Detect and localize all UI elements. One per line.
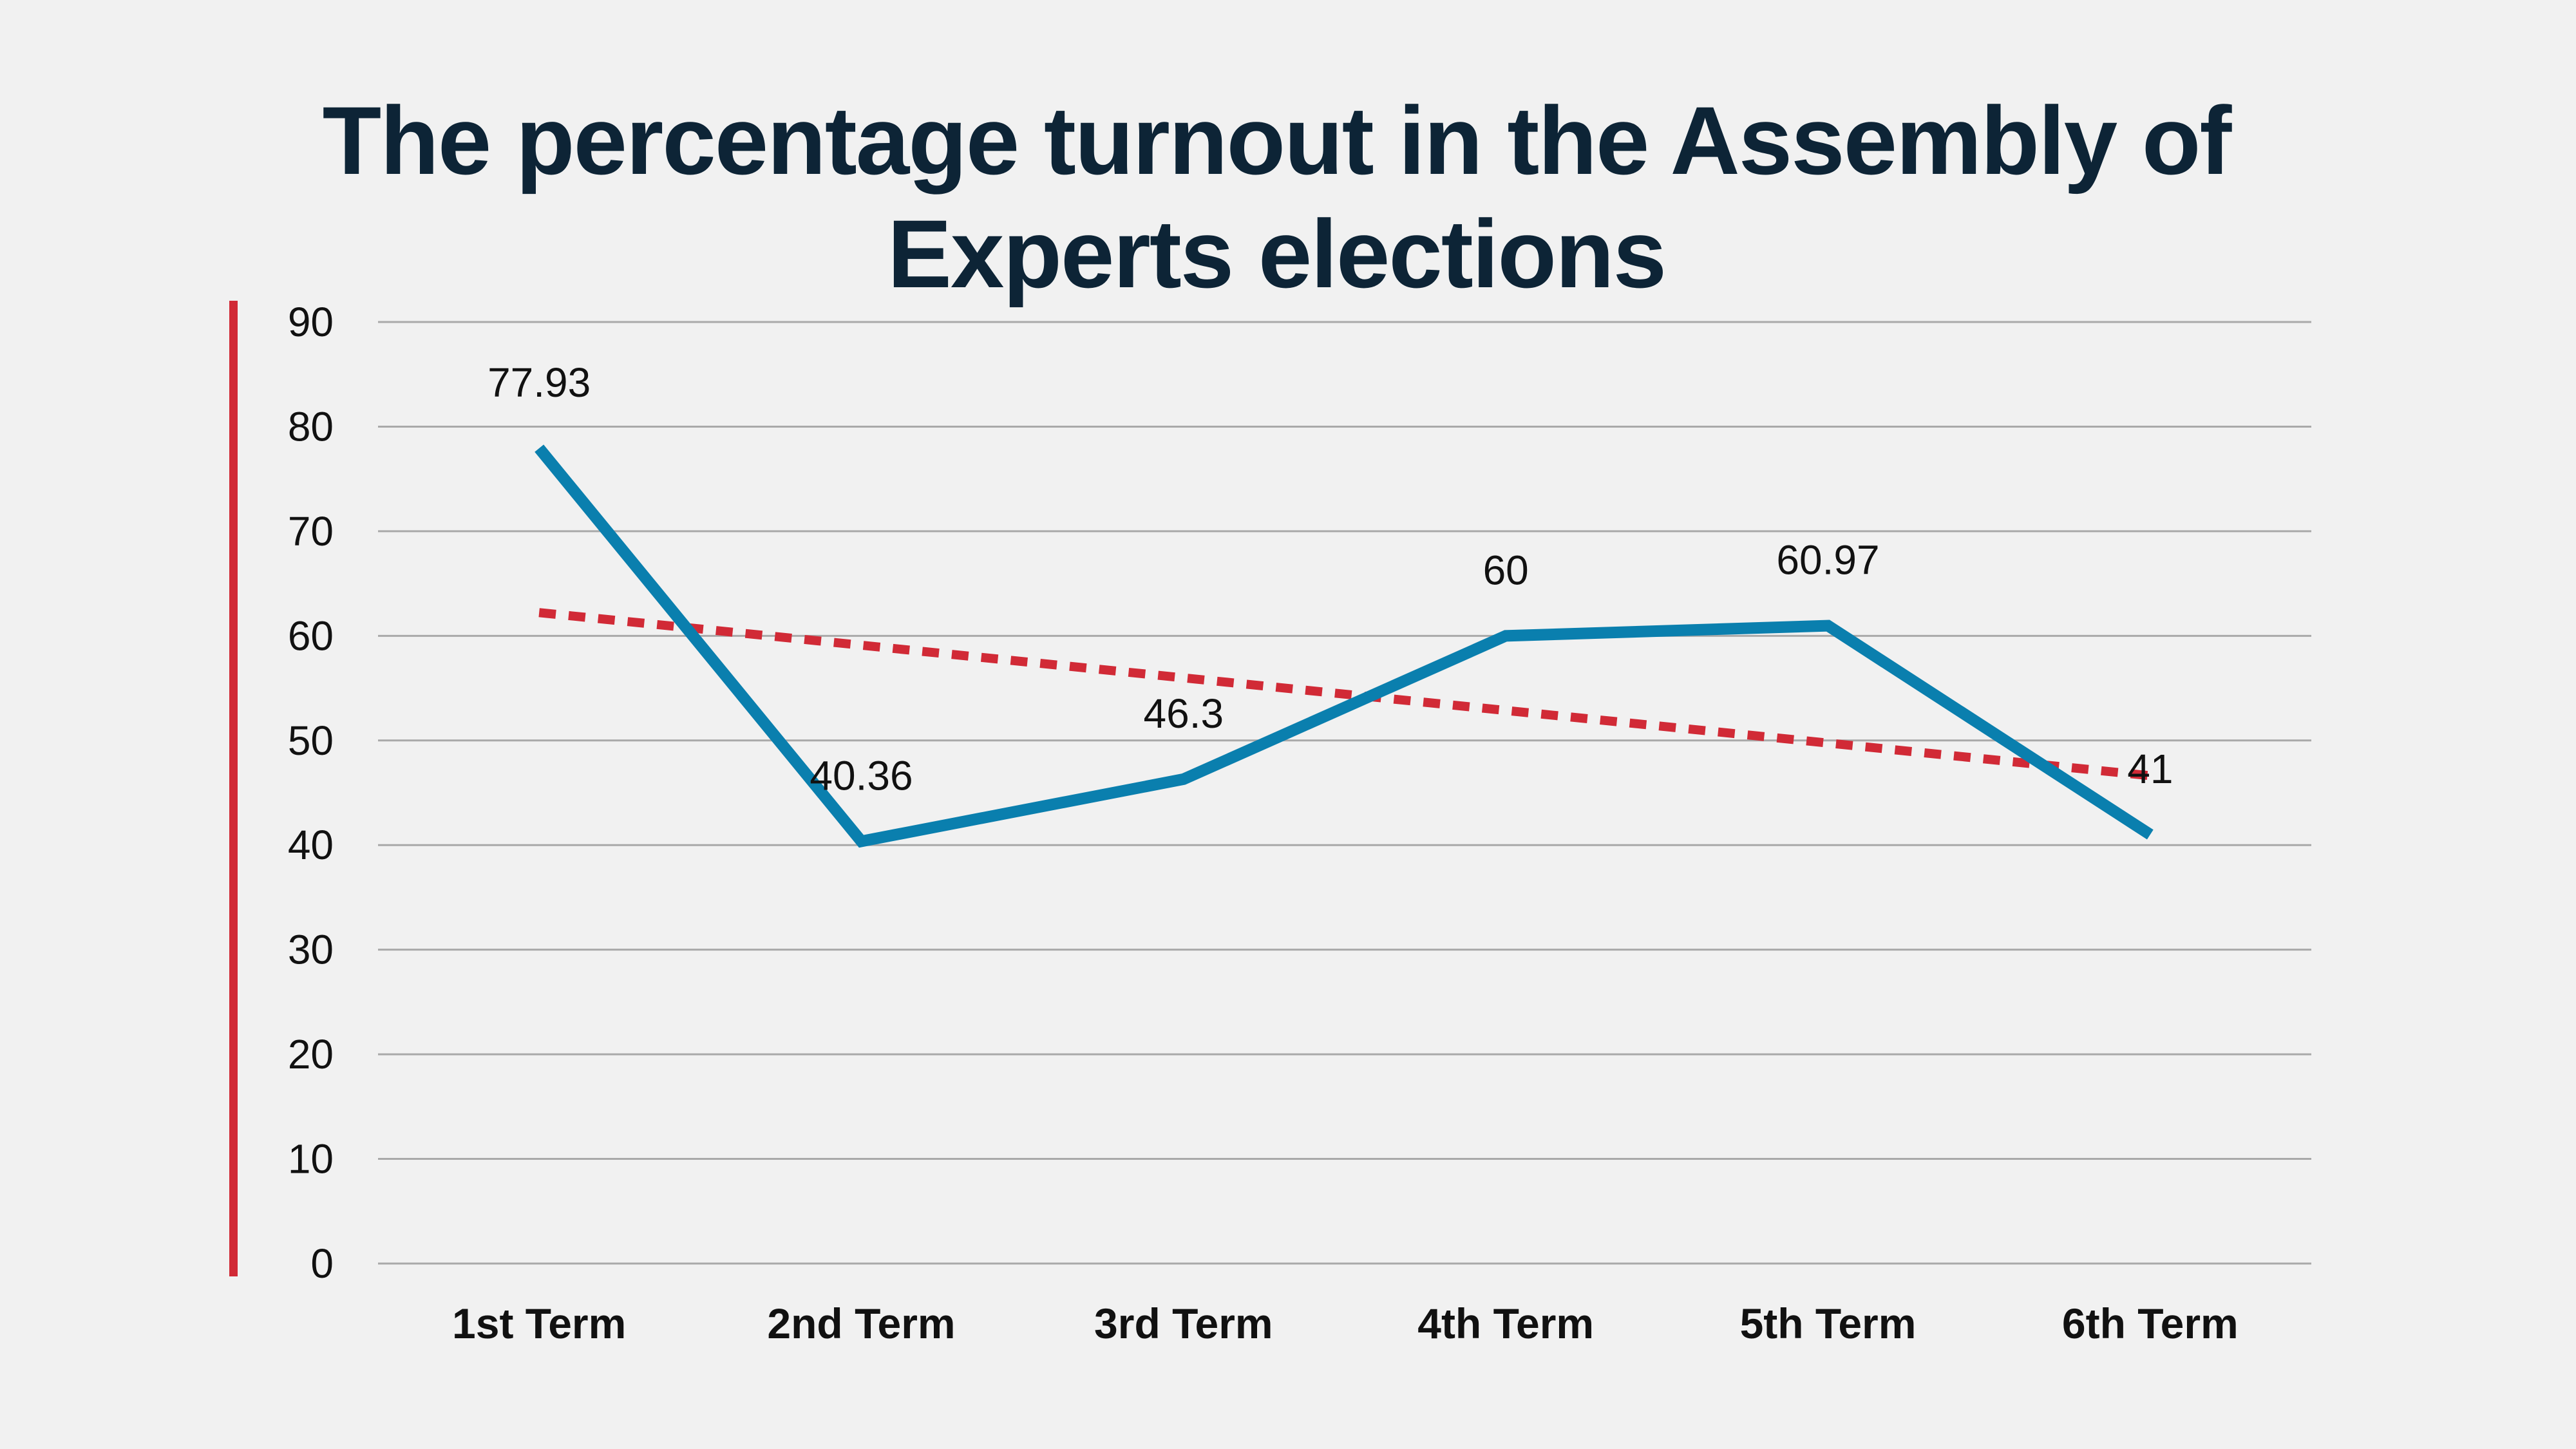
x-tick-label: 5th Term <box>1740 1300 1917 1347</box>
y-tick-label: 0 <box>310 1240 334 1287</box>
x-tick-label: 4th Term <box>1417 1300 1594 1347</box>
chart-title: The percentage turnout in the Assembly o… <box>322 86 2232 308</box>
y-tick-label: 60 <box>288 612 334 659</box>
y-tick-label: 50 <box>288 717 334 764</box>
accent-bar <box>229 301 238 1276</box>
x-tick-label: 3rd Term <box>1094 1300 1273 1347</box>
data-label: 60 <box>1483 547 1529 593</box>
x-tick-label: 2nd Term <box>767 1300 955 1347</box>
data-label: 40.36 <box>810 752 913 799</box>
trendline <box>538 608 2151 781</box>
y-tick-label: 20 <box>288 1031 334 1077</box>
y-tick-label: 40 <box>288 822 334 868</box>
x-tick-label: 6th Term <box>2062 1300 2239 1347</box>
series-line <box>535 444 2154 848</box>
data-label: 41 <box>2127 746 2173 792</box>
data-label: 46.3 <box>1144 690 1224 737</box>
y-tick-label: 10 <box>288 1136 334 1182</box>
data-label: 77.93 <box>488 359 591 406</box>
x-tick-label: 1st Term <box>452 1300 626 1347</box>
y-tick-label: 80 <box>288 403 334 450</box>
y-tick-label: 70 <box>288 508 334 554</box>
y-tick-label: 30 <box>288 927 334 973</box>
y-tick-label: 90 <box>288 299 334 345</box>
data-label: 60.97 <box>1776 537 1879 583</box>
